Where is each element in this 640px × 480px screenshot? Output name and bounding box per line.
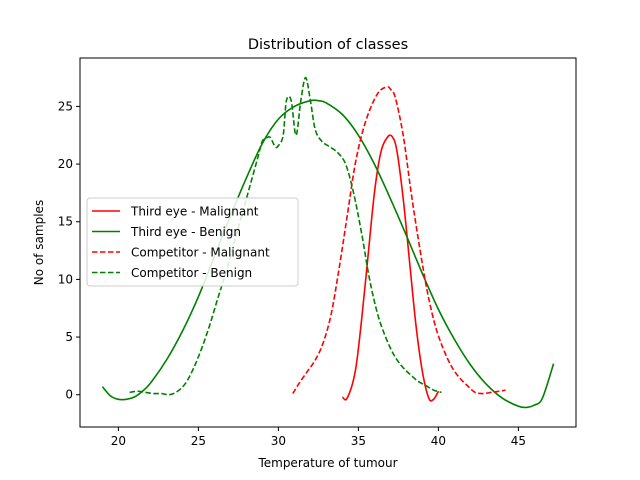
x-tick-label: 20: [111, 434, 126, 448]
y-axis-label: No of samples: [32, 200, 46, 285]
axes-frame: [79, 57, 577, 428]
y-tick-label: 0: [65, 388, 73, 402]
series-line-4: [129, 76, 442, 396]
x-tick-label: 40: [431, 434, 446, 448]
x-tick-label: 45: [511, 434, 526, 448]
chart-title: Distribution of classes: [248, 37, 408, 53]
legend-label-3: Competitor - Malignant: [131, 246, 270, 260]
legend-label-4: Competitor - Benign: [131, 266, 252, 280]
legend-label-1: Third eye - Malignant: [130, 205, 259, 219]
y-tick-label: 15: [58, 215, 73, 229]
series-line-2: [101, 99, 555, 409]
y-tick-label: 20: [58, 157, 73, 171]
x-axis: 20 25 30 35 40 45: [111, 427, 526, 448]
y-tick-label: 25: [58, 99, 73, 113]
series-layer: [101, 76, 555, 409]
series-line-1: [341, 134, 440, 402]
series-line-3: [292, 85, 506, 395]
legend: Third eye - Malignant Third eye - Benign C…: [86, 197, 299, 287]
x-tick-label: 30: [271, 434, 286, 448]
x-axis-label: Temperature of tumour: [257, 456, 397, 470]
legend-label-2: Third eye - Benign: [130, 225, 241, 239]
x-tick-label: 35: [351, 434, 366, 448]
y-tick-label: 5: [65, 330, 73, 344]
y-axis: 0 5 10 15 20 25: [58, 99, 80, 402]
x-tick-label: 25: [191, 434, 206, 448]
y-tick-label: 10: [58, 272, 73, 286]
legend-box: [86, 197, 299, 287]
